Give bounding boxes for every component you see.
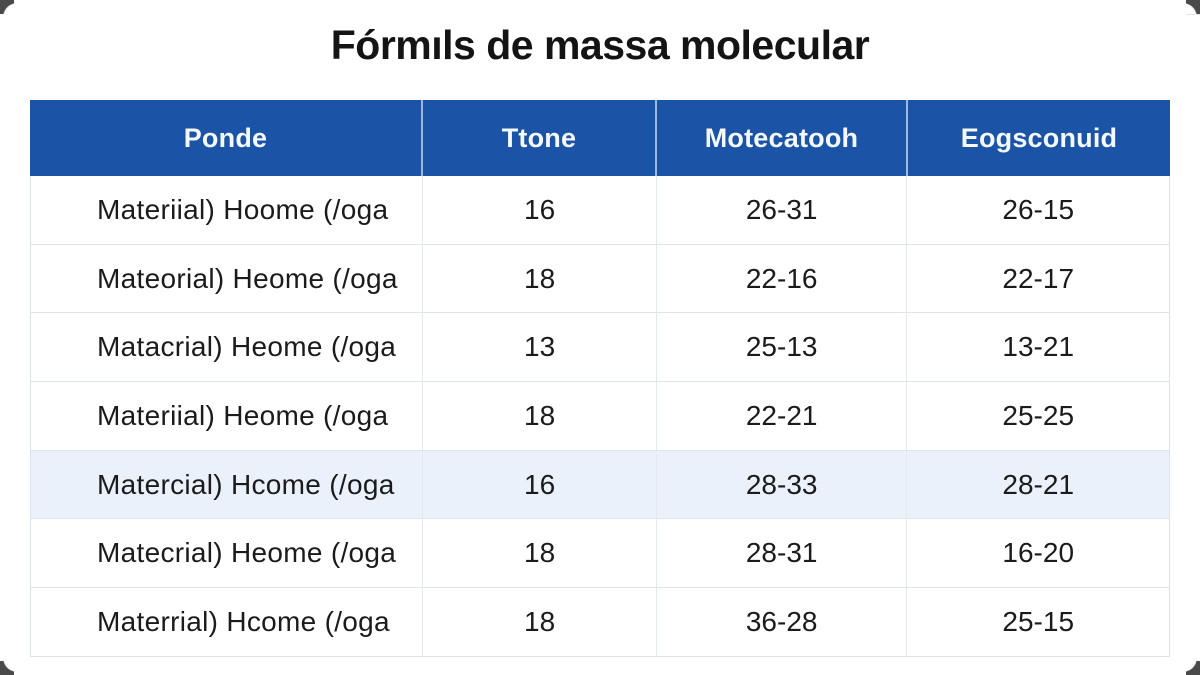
cell-ponde: Materiial) Heome (/oga xyxy=(31,382,424,450)
cell-eogsconuid: 28-21 xyxy=(1002,468,1075,500)
cell-motecatooh: 36-28 xyxy=(657,588,908,656)
table-row: Materiial) Hoome (/oga 16 26-31 26-15 xyxy=(31,176,1169,245)
cell-motecatooh: 28-31 xyxy=(657,519,908,588)
corner-decoration-top-left xyxy=(0,0,14,14)
molecular-mass-table: Ponde Ttone Motecatooh Eogsconuid Materi… xyxy=(30,100,1170,657)
corner-decoration-top-right xyxy=(1186,0,1200,15)
cell-eogsconuid: 16-20 xyxy=(1002,537,1075,569)
cell-ttone: 16 xyxy=(423,450,657,519)
column-header-eogsconuid: Eogsconuid xyxy=(960,122,1118,153)
cell-ponde: Mateorial) Heome (/oga xyxy=(31,244,424,313)
cell-ponde: Materrial) Hcome (/oga xyxy=(31,588,424,656)
cell-eogsconuid: 26-15 xyxy=(1002,193,1075,225)
column-header-ttone: Ttone xyxy=(423,100,657,176)
cell-eogsconuid: 25-25 xyxy=(1002,399,1075,431)
column-header-ponde: Ponde xyxy=(30,100,423,176)
cell-eogsconuid: 25-15 xyxy=(1002,605,1075,637)
cell-ttone: 16 xyxy=(423,176,657,244)
cell-eogsconuid: 13-21 xyxy=(1002,331,1075,363)
cell-motecatooh: 22-21 xyxy=(657,382,908,450)
table-header-row: Ponde Ttone Motecatooh Eogsconuid xyxy=(30,100,1170,176)
page-title: Fórmıls de massa molecular xyxy=(330,22,870,68)
table-row: Matecrial) Heome (/oga 18 28-31 16-20 xyxy=(31,519,1169,589)
cell-motecatooh: 25-13 xyxy=(657,313,908,382)
cell-ttone: 18 xyxy=(423,519,657,588)
cell-ttone: 18 xyxy=(423,382,657,450)
table-row: Matacrial) Heome (/oga 13 25-13 13-21 xyxy=(31,313,1169,383)
cell-ttone: 18 xyxy=(423,244,657,313)
table-body: Materiial) Hoome (/oga 16 26-31 26-15 Mateor… xyxy=(30,176,1170,657)
corner-decoration-bottom-left xyxy=(0,661,14,675)
cell-ponde: Matecrial) Heome (/oga xyxy=(31,519,424,588)
cell-ponde: Materiial) Hoome (/oga xyxy=(31,176,424,244)
table-row: Materiial) Heome (/oga 18 22-21 25-25 xyxy=(31,382,1169,451)
column-header-motecatooh: Motecatooh xyxy=(657,100,908,176)
table-row: Mateorial) Heome (/oga 18 22-16 22-17 xyxy=(31,244,1169,314)
cell-ponde: Matacrial) Heome (/oga xyxy=(31,313,424,382)
cell-motecatooh: 26-31 xyxy=(657,176,908,244)
cell-motecatooh: 22-16 xyxy=(657,244,908,313)
table-row: Matercial) Hcome (/oga 16 28-33 28-21 xyxy=(31,450,1169,520)
cell-ttone: 18 xyxy=(423,588,657,656)
cell-eogsconuid: 22-17 xyxy=(1002,262,1075,294)
table-row: Materrial) Hcome (/oga 18 36-28 25-15 xyxy=(31,588,1169,656)
cell-motecatooh: 28-33 xyxy=(657,450,908,519)
corner-decoration-bottom-right xyxy=(1186,661,1200,675)
cell-ponde: Matercial) Hcome (/oga xyxy=(31,450,424,519)
cell-ttone: 13 xyxy=(423,313,657,382)
